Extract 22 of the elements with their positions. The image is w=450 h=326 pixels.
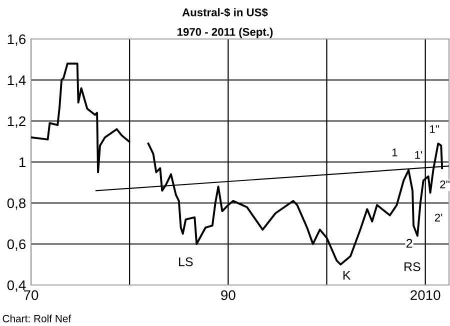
x-tick-label: 90: [221, 290, 236, 300]
y-tick-label: 0,6: [7, 239, 26, 251]
chart-title: Austral-$ in US$: [182, 8, 268, 18]
annotation: 2'': [440, 180, 450, 188]
y-tick-label: 1,6: [8, 34, 26, 46]
x-tick-label: 70: [24, 290, 38, 300]
y-tick-label: 0,4: [7, 280, 26, 292]
annotation: 1: [392, 148, 398, 156]
annotation: 2': [434, 214, 442, 222]
y-tick-label: 0,8: [7, 198, 26, 210]
annotation: 2: [406, 238, 412, 248]
x-tick-label: 2010: [410, 290, 440, 300]
annotation: K: [343, 271, 351, 280]
annotation: 1': [415, 151, 422, 159]
y-tick-label: 1: [19, 157, 26, 168]
text: Chart: Rolf Nef: [2, 314, 72, 322]
annotation: 1'': [430, 125, 440, 133]
chart-subtitle: 1970 - 2011 (Sept.): [178, 28, 273, 38]
y-tick-label: 1,2: [8, 116, 26, 128]
y-tick-label: 1,4: [8, 75, 26, 87]
annotation: RS: [404, 262, 420, 272]
annotation: LS: [179, 257, 193, 266]
